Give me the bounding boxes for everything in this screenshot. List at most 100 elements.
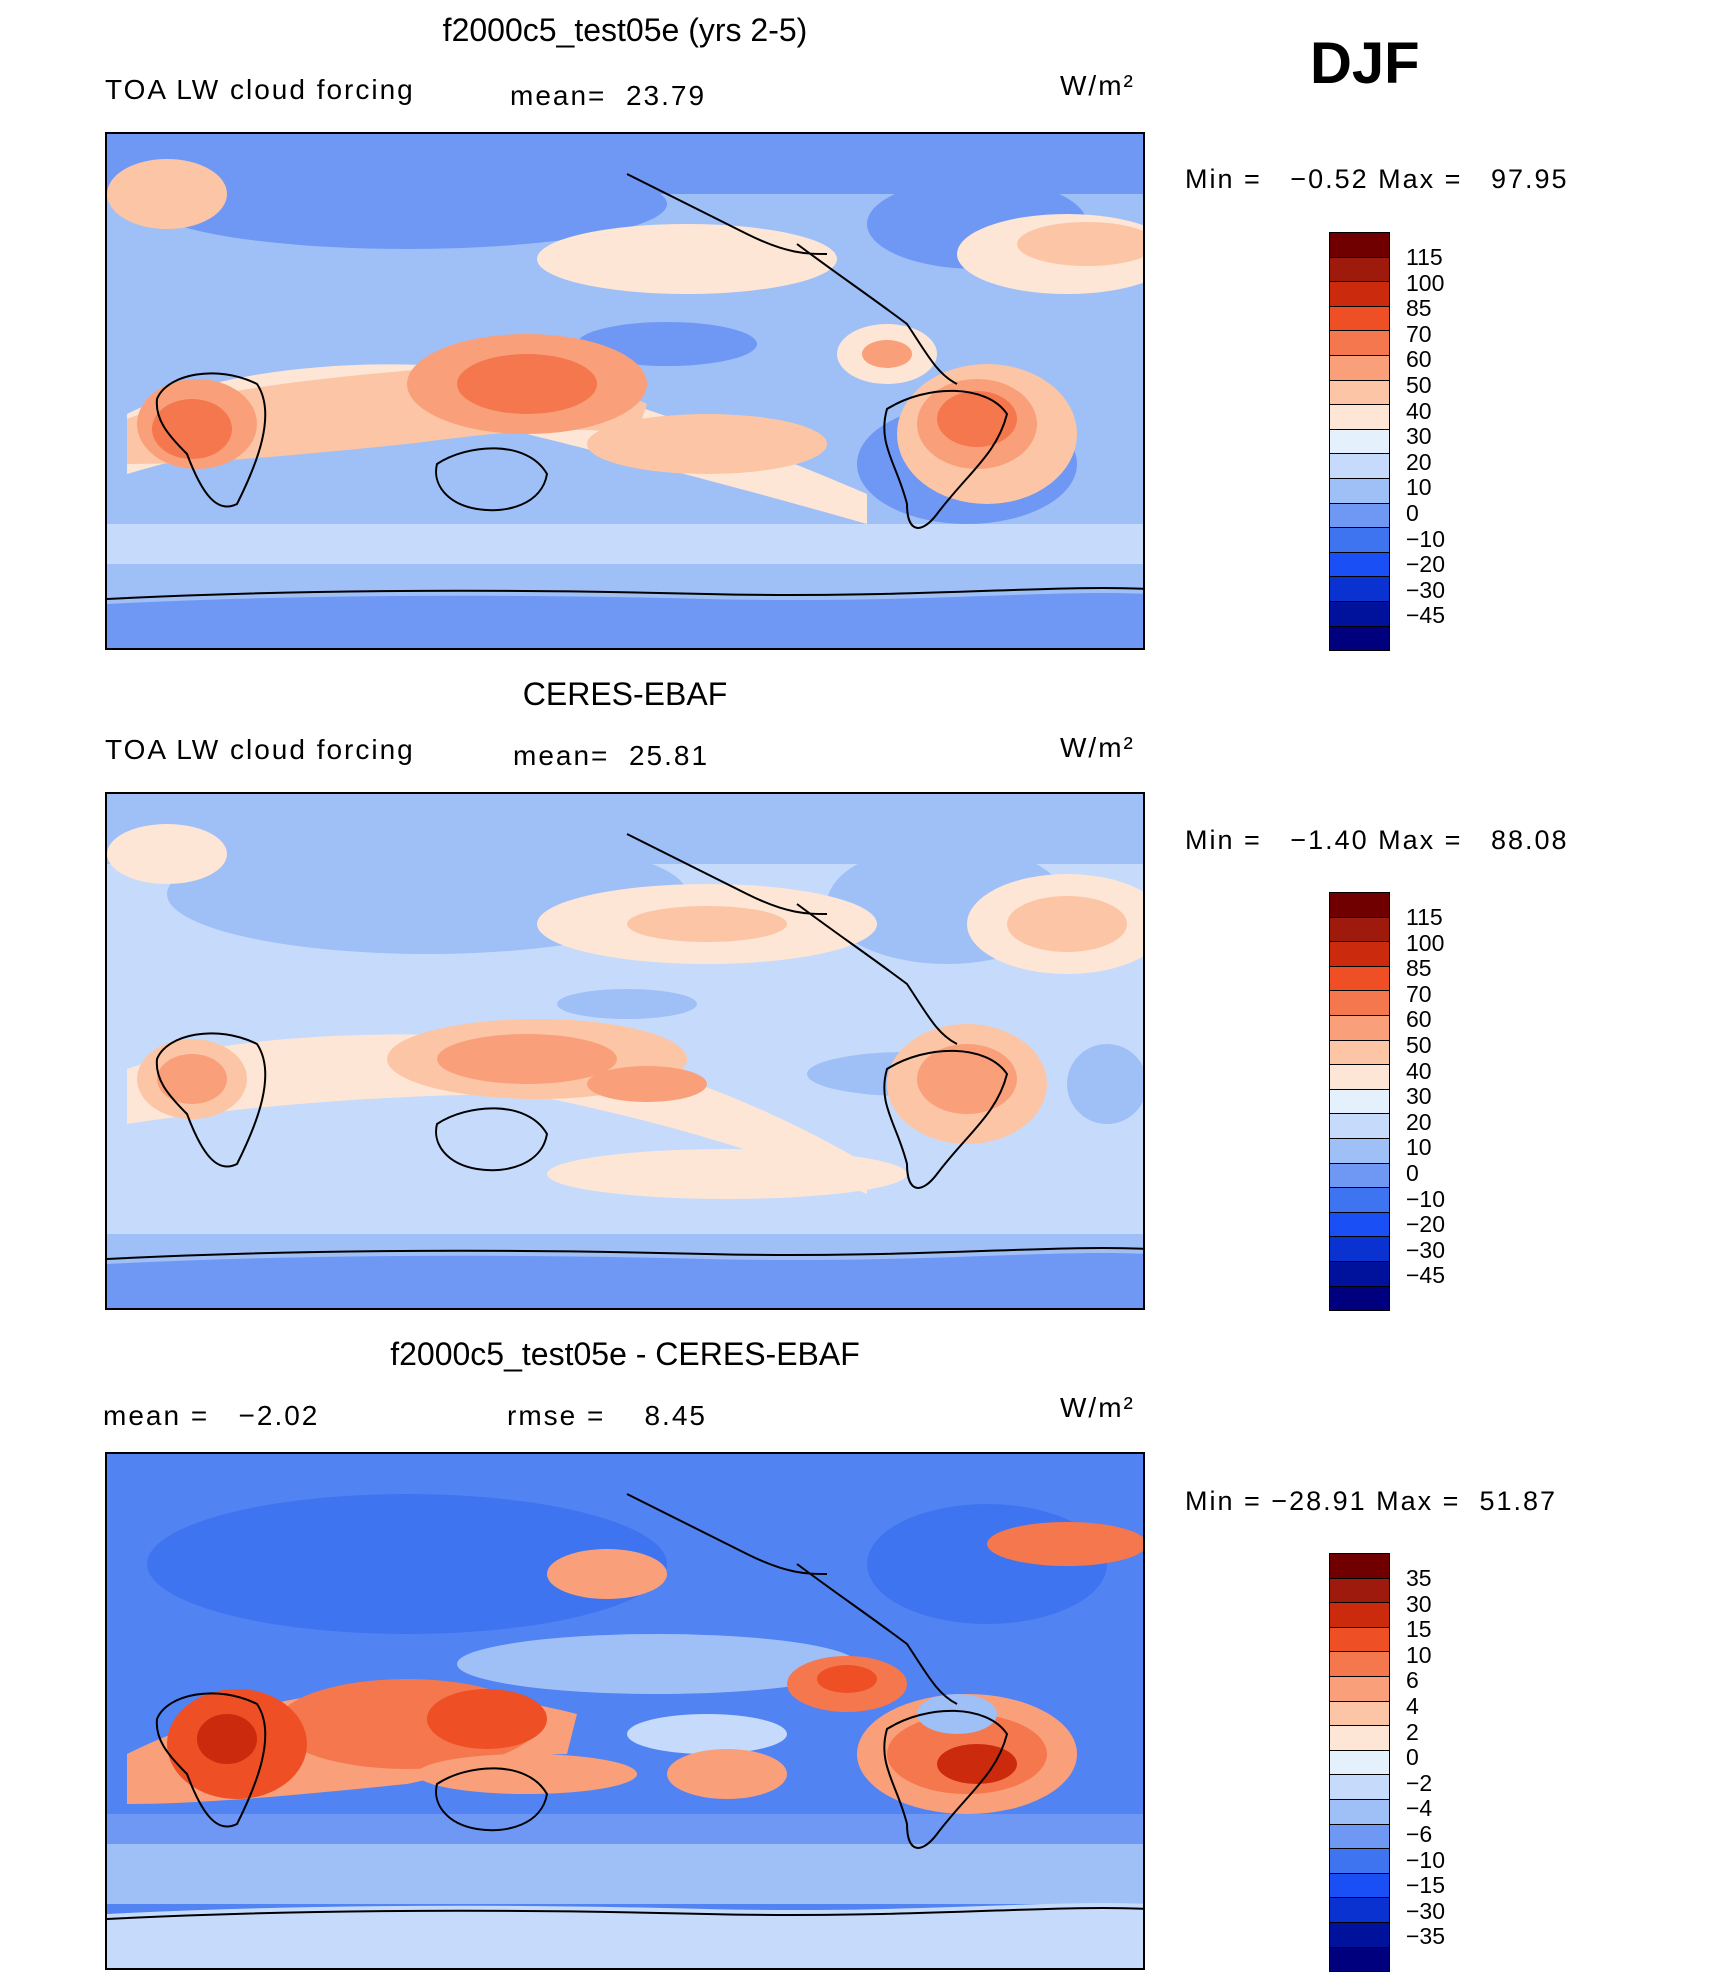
panel-3-units: W/m² <box>1060 1392 1135 1423</box>
panel-2-max-value: 88.08 <box>1490 825 1569 855</box>
colorbar-swatch <box>1329 916 1390 943</box>
colorbar-tick-label: 0 <box>1406 500 1419 526</box>
colorbar-swatch <box>1329 1675 1390 1702</box>
colorbar-swatch <box>1329 1946 1390 1973</box>
colorbar-swatch <box>1329 1064 1390 1090</box>
panel-2-map-svg <box>107 794 1143 1308</box>
panel-3-rmse-label: rmse = <box>507 1400 606 1431</box>
colorbar-tick-label: 40 <box>1406 397 1432 424</box>
colorbar-tick-label: 85 <box>1406 295 1432 322</box>
colorbar-swatch <box>1329 1725 1390 1751</box>
colorbar-swatch <box>1329 502 1390 529</box>
panel-2-max-label: Max = <box>1378 825 1463 855</box>
colorbar-tick-label: −30 <box>1406 1236 1446 1263</box>
colorbar-swatch <box>1329 1798 1390 1825</box>
colorbar-tick-label: 85 <box>1406 955 1432 982</box>
panel-2-min-label: Min = <box>1185 825 1262 855</box>
colorbar-swatch <box>1329 1211 1390 1238</box>
colorbar-tick-label: 115 <box>1406 244 1443 270</box>
panel-2-title: CERES-EBAF <box>522 676 728 712</box>
season-label: DJF <box>1310 31 1420 96</box>
colorbar-swatch <box>1329 1113 1390 1139</box>
panel-1-max-value: 97.95 <box>1490 164 1569 194</box>
colorbar-swatch <box>1329 404 1390 430</box>
colorbar-tick-label: 10 <box>1406 1641 1432 1668</box>
panel-1-field-label: TOA LW cloud forcing <box>105 74 415 105</box>
panel-2-min-value: −1.40 <box>1290 825 1369 855</box>
colorbar-tick-label: 0 <box>1406 1744 1419 1771</box>
colorbar-swatch <box>1329 1823 1390 1850</box>
colorbar-swatch <box>1329 1162 1390 1189</box>
colorbar-swatch <box>1329 1651 1390 1677</box>
panel-2-mean-value: 25.81 <box>628 740 710 771</box>
colorbar-tick-label: 50 <box>1406 1032 1432 1058</box>
colorbar-swatch <box>1329 1602 1390 1628</box>
panel-3-mean-label: mean = <box>103 1400 210 1431</box>
panel-1-units: W/m² <box>1060 70 1135 101</box>
colorbar-swatch <box>1329 965 1390 992</box>
panel-1-mean-label: mean= <box>510 80 607 111</box>
colorbar-tick-label: 35 <box>1406 1565 1432 1591</box>
panel-1-mean-value: 23.79 <box>625 80 707 111</box>
panel-3-title: f2000c5_test05e - CERES-EBAF <box>390 1336 860 1372</box>
panel-3-map-svg <box>107 1454 1143 1968</box>
colorbar-swatch <box>1329 1285 1390 1312</box>
colorbar-tick-label: −4 <box>1406 1795 1433 1822</box>
colorbar-swatch <box>1329 1553 1390 1579</box>
colorbar-tick-label: 60 <box>1406 1006 1432 1033</box>
colorbar-swatch <box>1329 1626 1390 1653</box>
colorbar-swatch <box>1329 1577 1390 1604</box>
colorbar-tick-label: 2 <box>1406 1718 1419 1745</box>
colorbar-tick-label: −35 <box>1406 1923 1446 1950</box>
colorbar-tick-label: −30 <box>1406 1897 1446 1924</box>
panel-3-map <box>105 1452 1145 1970</box>
colorbar-tick-label: −45 <box>1406 602 1446 629</box>
panel-1-min-label: Min = <box>1185 164 1262 194</box>
panel-2-colorbar <box>1329 892 1390 1312</box>
colorbar-swatch <box>1329 576 1390 602</box>
colorbar-tick-label: −10 <box>1406 525 1446 552</box>
colorbar-swatch <box>1329 1187 1390 1213</box>
panel-1-map-svg <box>107 134 1143 648</box>
colorbar-swatch <box>1329 527 1390 553</box>
colorbar-tick-label: 100 <box>1406 269 1445 296</box>
colorbar-swatch <box>1329 379 1390 406</box>
panel-3-mean-value: −2.02 <box>238 1400 320 1431</box>
colorbar-tick-label: 70 <box>1406 980 1432 1007</box>
colorbar-tick-label: 4 <box>1406 1693 1419 1719</box>
colorbar-swatch <box>1329 232 1390 258</box>
colorbar-swatch <box>1329 281 1390 307</box>
colorbar-swatch <box>1329 1872 1390 1899</box>
panel-1-min-value: −0.52 <box>1290 164 1369 194</box>
colorbar-swatch <box>1329 625 1390 652</box>
colorbar-swatch <box>1329 1897 1390 1923</box>
colorbar-swatch <box>1329 1236 1390 1262</box>
colorbar-tick-label: −6 <box>1406 1821 1433 1847</box>
colorbar-swatch <box>1329 1749 1390 1776</box>
panel-3-max-label: Max = <box>1376 1486 1461 1516</box>
colorbar-tick-label: −45 <box>1406 1262 1446 1289</box>
colorbar-tick-label: 40 <box>1406 1057 1432 1084</box>
panel-3-max-value: 51.87 <box>1479 1486 1558 1516</box>
colorbar-tick-label: −10 <box>1406 1846 1446 1873</box>
panel-2-field-label: TOA LW cloud forcing <box>105 734 415 765</box>
colorbar-swatch <box>1329 477 1390 504</box>
colorbar-swatch <box>1329 941 1390 967</box>
colorbar-swatch <box>1329 551 1390 578</box>
colorbar-tick-label: −20 <box>1406 551 1446 578</box>
colorbar-tick-label: 10 <box>1406 1134 1432 1161</box>
colorbar-tick-label: −20 <box>1406 1211 1446 1238</box>
colorbar-swatch <box>1329 990 1390 1016</box>
colorbar-swatch <box>1329 1260 1390 1287</box>
colorbar-tick-label: 115 <box>1406 904 1443 930</box>
colorbar-tick-label: 30 <box>1406 1590 1432 1617</box>
panel-2-units: W/m² <box>1060 732 1135 763</box>
colorbar-tick-label: 60 <box>1406 346 1432 373</box>
colorbar-swatch <box>1329 453 1390 479</box>
panel-3-colorbar <box>1329 1553 1390 1973</box>
colorbar-swatch <box>1329 1921 1390 1948</box>
panel-1-max-label: Max = <box>1378 164 1463 194</box>
colorbar-tick-label: 100 <box>1406 929 1445 956</box>
panel-1-colorbar <box>1329 232 1390 652</box>
colorbar-tick-label: 30 <box>1406 1083 1432 1110</box>
